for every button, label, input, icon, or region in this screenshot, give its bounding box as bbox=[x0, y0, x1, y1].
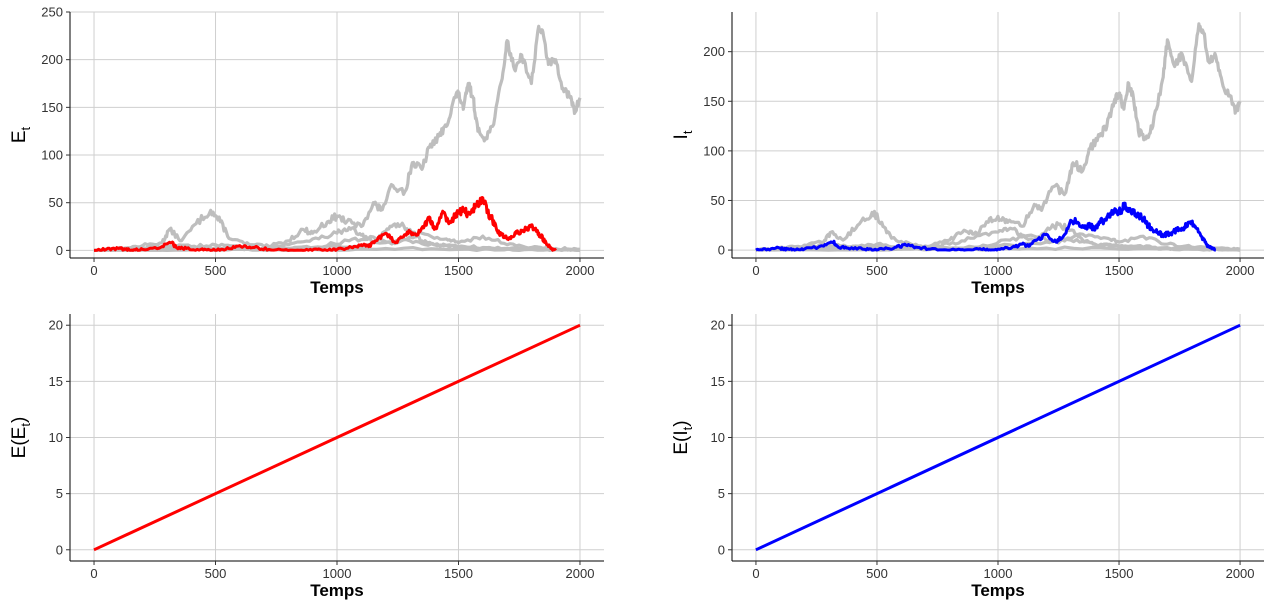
panel-ee-x-tick-label-0: 0 bbox=[90, 566, 97, 581]
panel-ei: 0 500 1000 1500 2000 0 5 10 15 20 Temps E(It) bbox=[671, 314, 1264, 600]
panel-ee-x-tick-label-1: 500 bbox=[205, 566, 227, 581]
panel-i: 0 500 1000 1500 2000 0 50 100 150 200 Temps It bbox=[671, 12, 1264, 297]
panel-ee-series-line-0 bbox=[93, 323, 581, 552]
panel-ee-x-tick-label-4: 2000 bbox=[566, 566, 595, 581]
panel-ee: 0 500 1000 1500 2000 0 5 10 15 20 Temps E(Et) bbox=[9, 314, 604, 600]
panel-ee-y-tick-label-1: 5 bbox=[56, 486, 63, 501]
panel-i-x-tick-label-2: 1000 bbox=[984, 263, 1013, 278]
panel-ei-x-axis-title: Temps bbox=[971, 581, 1025, 600]
panel-i-y-tick-label-4: 200 bbox=[703, 44, 725, 59]
panel-ei-y-tick-label-0: 0 bbox=[718, 542, 725, 557]
panel-ei-x-tick-label-0: 0 bbox=[752, 566, 759, 581]
panel-ee-x-axis-title: Temps bbox=[310, 581, 364, 600]
panel-e-y-tick-label-4: 200 bbox=[41, 52, 63, 67]
panel-ee-x-tick-label-3: 1500 bbox=[444, 566, 473, 581]
panel-e-y-tick-label-5: 250 bbox=[41, 5, 63, 20]
panel-ei-x-tick-label-1: 500 bbox=[866, 566, 888, 581]
panel-i-x-tick-label-1: 500 bbox=[866, 263, 888, 278]
panel-i-x-tick-label-0: 0 bbox=[752, 263, 759, 278]
panel-e-x-tick-label-2: 1000 bbox=[323, 263, 352, 278]
panel-ee-y-axis-title: E(Et) bbox=[9, 417, 33, 459]
panel-e-y-tick-label-1: 50 bbox=[49, 195, 63, 210]
panel-ei-x-tick-label-3: 1500 bbox=[1105, 566, 1134, 581]
panel-ee-y-tick-label-4: 20 bbox=[49, 318, 63, 333]
panel-ei-series-line-0 bbox=[755, 323, 1241, 552]
panel-e-x-tick-label-0: 0 bbox=[90, 263, 97, 278]
panel-e-series-line-4 bbox=[93, 246, 581, 252]
panel-i-series-line-5 bbox=[755, 201, 1217, 252]
panel-ei-x-tick-label-4: 2000 bbox=[1226, 566, 1255, 581]
panel-ei-y-tick-label-3: 15 bbox=[711, 374, 725, 389]
panel-e-x-axis-title: Temps bbox=[310, 278, 364, 297]
panel-ei-x-tick-label-2: 1000 bbox=[984, 566, 1013, 581]
panel-e-x-tick-label-4: 2000 bbox=[566, 263, 595, 278]
panel-i-y-axis-title: It bbox=[671, 130, 695, 139]
panel-ei-y-tick-label-1: 5 bbox=[718, 486, 725, 501]
panel-e: 0 500 1000 1500 2000 0 50 100 150 200 250 Temps Et bbox=[9, 5, 604, 297]
panel-e-series-line-0 bbox=[93, 24, 582, 252]
panel-ei-y-tick-label-2: 10 bbox=[711, 430, 725, 445]
panel-e-y-axis-title: Et bbox=[9, 126, 33, 143]
panel-e-y-tick-label-3: 150 bbox=[41, 100, 63, 115]
panel-ei-y-tick-label-4: 20 bbox=[711, 318, 725, 333]
panel-i-y-tick-label-2: 100 bbox=[703, 143, 725, 158]
panel-ee-y-tick-label-3: 15 bbox=[49, 374, 63, 389]
panel-e-y-tick-label-2: 100 bbox=[41, 148, 63, 163]
panel-ei-y-axis-title: E(It) bbox=[671, 420, 695, 454]
panel-i-x-tick-label-4: 2000 bbox=[1226, 263, 1255, 278]
panel-e-y-tick-label-0: 0 bbox=[56, 243, 63, 258]
panel-ee-y-tick-label-0: 0 bbox=[56, 542, 63, 557]
panel-i-y-tick-label-3: 150 bbox=[703, 94, 725, 109]
panel-ee-y-tick-label-2: 10 bbox=[49, 430, 63, 445]
panel-i-y-tick-label-1: 50 bbox=[711, 193, 725, 208]
panel-e-x-tick-label-1: 500 bbox=[205, 263, 227, 278]
panel-e-series-line-5 bbox=[94, 196, 557, 252]
panel-i-x-tick-label-3: 1500 bbox=[1105, 263, 1134, 278]
panel-e-x-tick-label-3: 1500 bbox=[444, 263, 473, 278]
panel-i-y-tick-label-0: 0 bbox=[718, 243, 725, 258]
panel-i-series-line-0 bbox=[755, 22, 1242, 252]
panel-ee-x-tick-label-2: 1000 bbox=[323, 566, 352, 581]
panel-i-x-axis-title: Temps bbox=[971, 278, 1025, 297]
